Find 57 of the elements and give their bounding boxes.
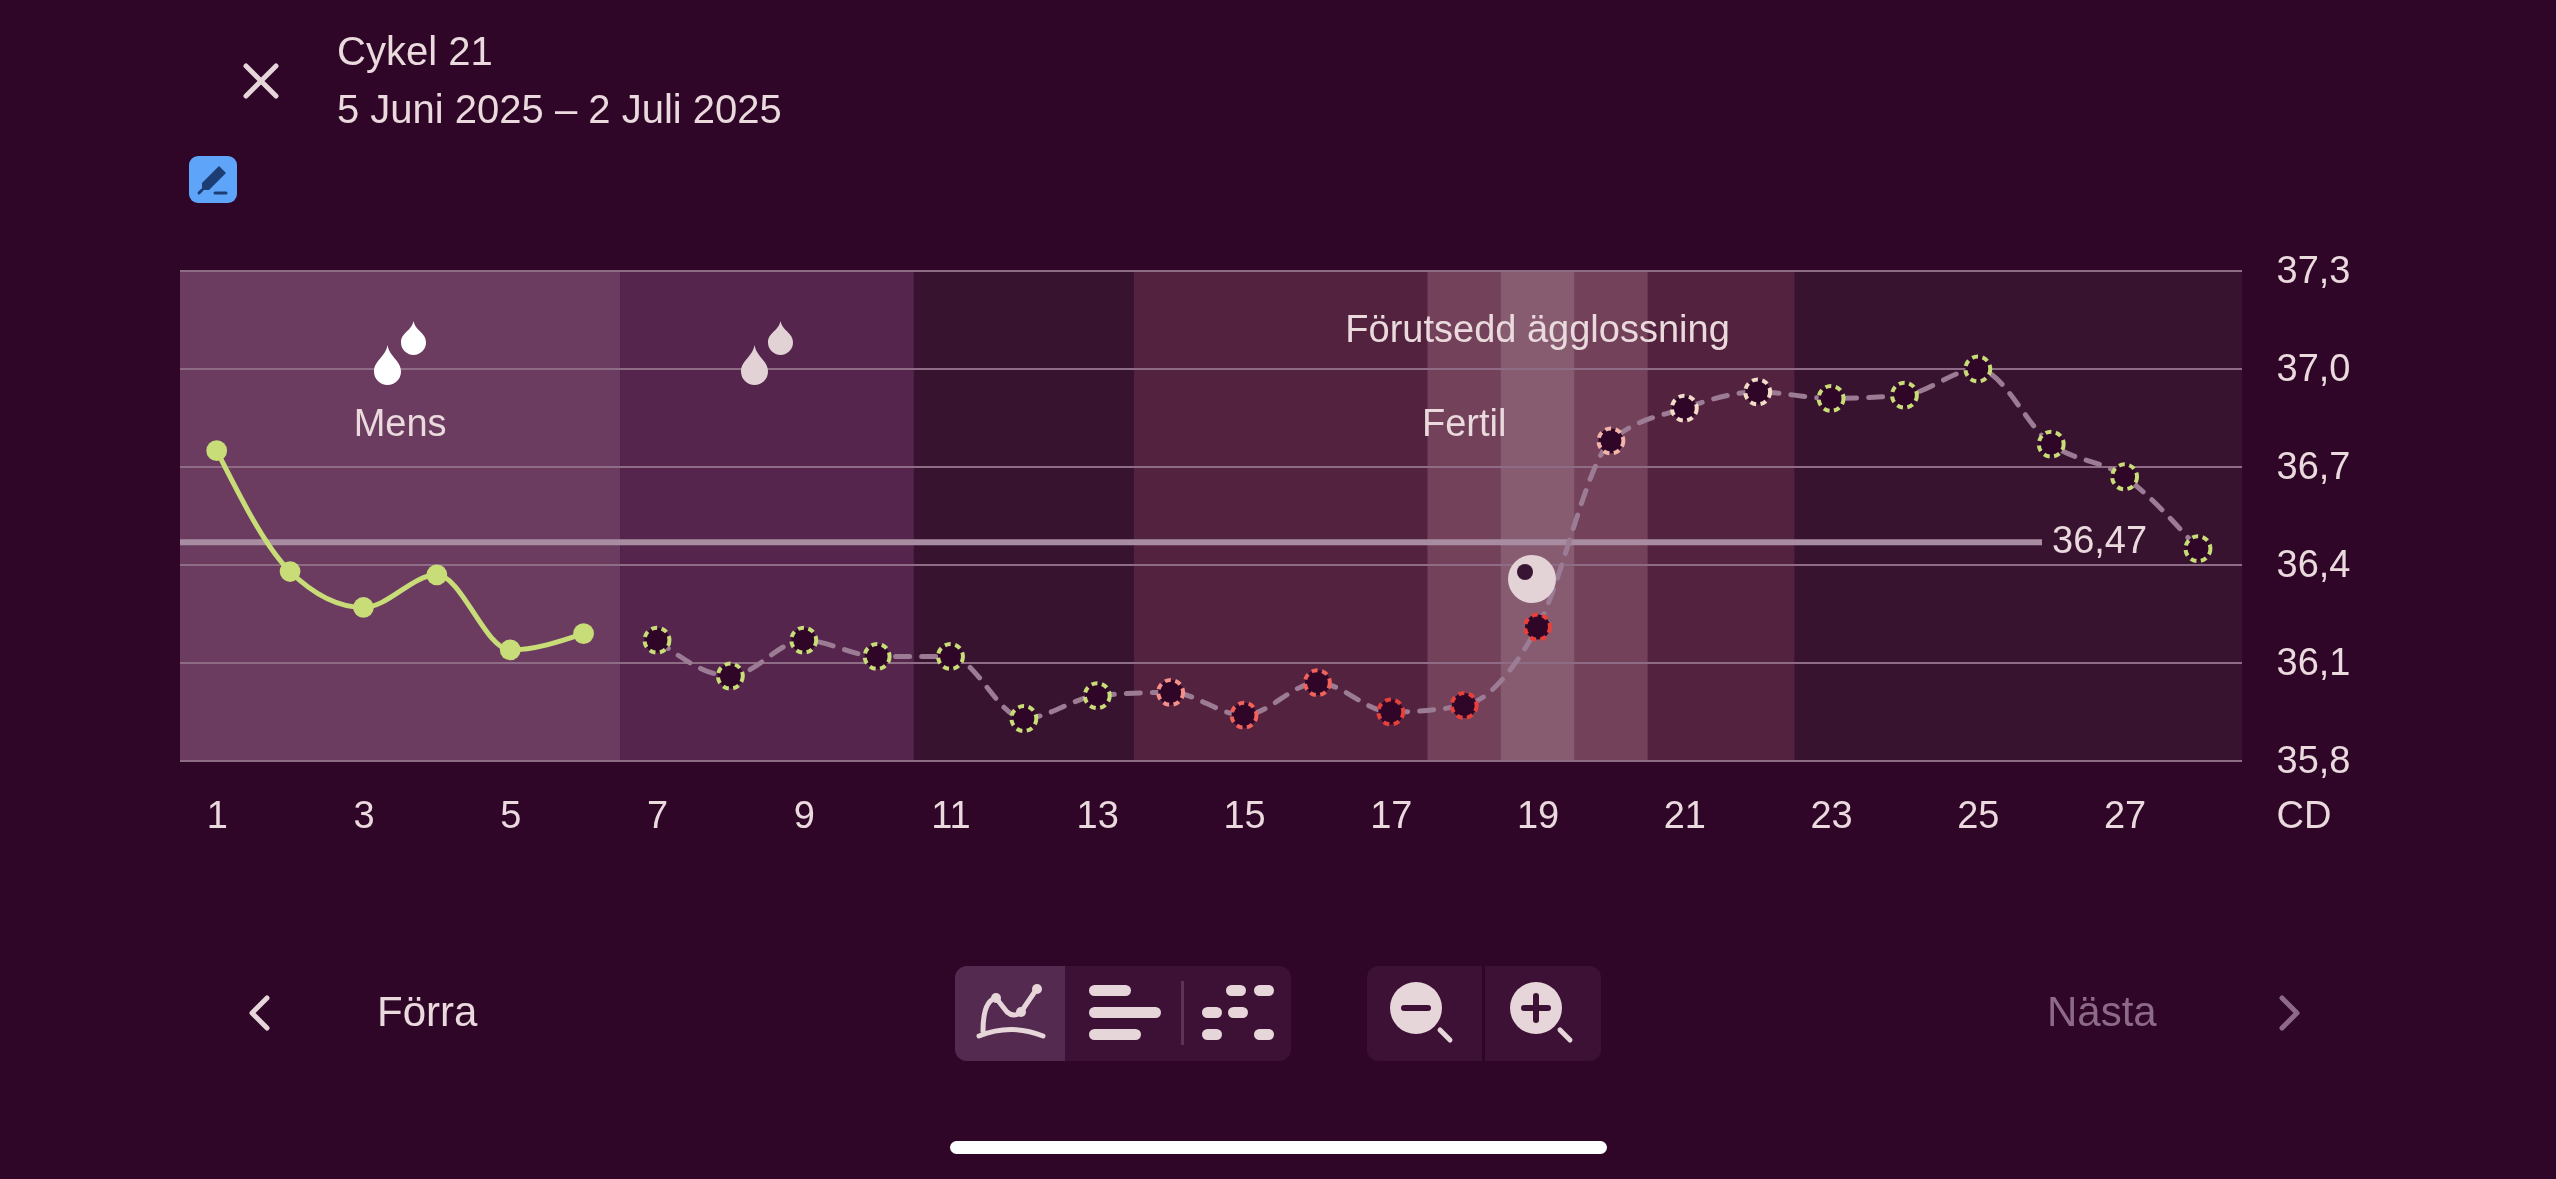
point	[1376, 697, 1406, 727]
point	[279, 561, 301, 582]
x-tick-label: 11	[931, 793, 971, 836]
point	[1523, 612, 1552, 642]
y-tick-label: 37,3	[2276, 248, 2351, 291]
point	[1669, 393, 1699, 423]
point	[2036, 429, 2066, 459]
x-tick-label: 23	[1810, 793, 1853, 836]
point	[1302, 668, 1332, 698]
x-tick-label: 19	[1516, 793, 1560, 836]
point	[1963, 354, 1993, 384]
point	[206, 440, 228, 462]
text: Förra	[377, 988, 478, 1036]
point	[426, 564, 448, 586]
point	[1743, 377, 1773, 407]
point	[1890, 380, 1919, 410]
band-label: Fertil	[1421, 402, 1507, 444]
x-tick-label: 27	[2103, 793, 2147, 836]
x-tick-label: 15	[1223, 793, 1266, 836]
point	[573, 623, 594, 644]
x-tick-label: 25	[1957, 793, 2000, 836]
x-tick-label: 5	[500, 793, 522, 836]
y-tick-label: 35,8	[2276, 738, 2351, 781]
point	[1449, 691, 1479, 720]
y-tick-label: 36,7	[2276, 444, 2351, 487]
x-tick-label: 3	[353, 793, 375, 836]
point	[715, 661, 745, 691]
y-tick-label: 36,1	[2276, 640, 2351, 683]
y-tick-label: 37,0	[2276, 346, 2351, 389]
x-tick-label: 13	[1076, 793, 1119, 836]
x-tick-label: 9	[793, 793, 815, 836]
point	[353, 597, 374, 618]
point	[1816, 383, 1846, 413]
point	[1596, 426, 1626, 456]
point	[2183, 534, 2213, 564]
x-tick-label: 1	[206, 793, 228, 836]
point	[936, 642, 965, 671]
x-tick-label: 17	[1370, 793, 1413, 836]
chart-title: Cykel 21	[337, 29, 493, 73]
y-tick-label: 36,4	[2276, 542, 2351, 585]
x-axis-title: CD	[2276, 793, 2332, 836]
point	[1009, 704, 1039, 733]
band-label: Mens	[353, 402, 447, 444]
point	[1229, 700, 1259, 730]
x-tick-label: 21	[1663, 793, 1706, 836]
chart-subtitle: 5 Juni 2025 – 2 Juli 2025	[337, 87, 782, 131]
text: Nästa	[2047, 988, 2157, 1036]
point	[499, 639, 521, 661]
band-label: Förutsedd ägglossning	[1345, 308, 1730, 350]
point	[1082, 681, 1112, 711]
point	[642, 625, 672, 655]
ref-line-label: 36,47	[2052, 519, 2148, 562]
point	[862, 642, 892, 671]
point	[1156, 677, 1186, 707]
point	[789, 625, 819, 655]
x-tick-label: 7	[646, 793, 669, 836]
point	[2110, 462, 2140, 492]
